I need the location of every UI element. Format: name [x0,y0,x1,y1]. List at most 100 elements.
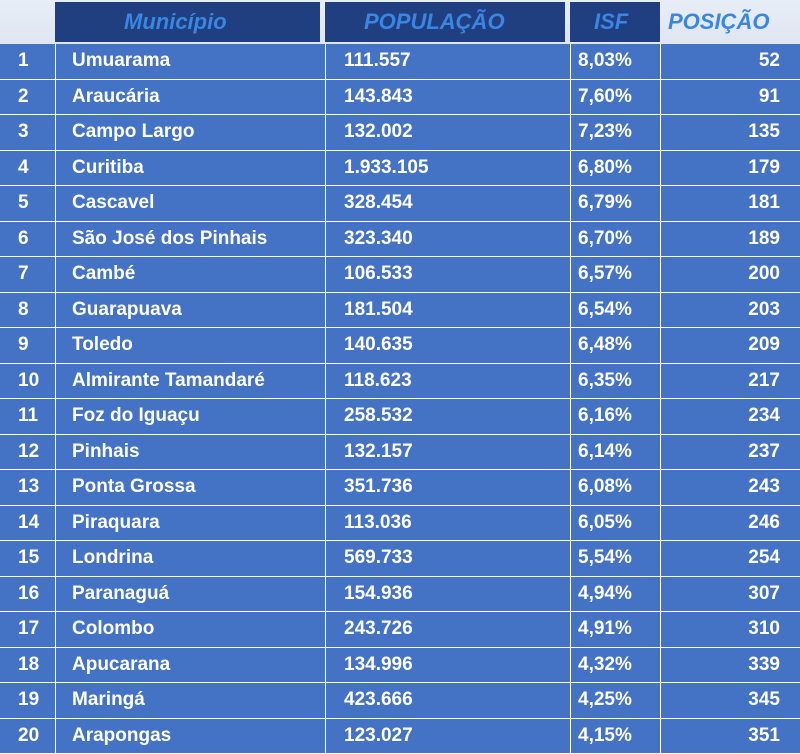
header-posicao: POSIÇÃO [668,9,770,34]
isf-cell: 8,03% [578,50,632,71]
posicao-cell: 246 [748,511,780,533]
populacao-cell: 123.027 [344,724,413,746]
table-row: 14 Piraquara 113.036 6,05% 246 [0,505,800,541]
municipio-cell: Almirante Tamandaré [72,369,265,391]
table-row: 18 Apucarana 134.996 4,32% 339 [0,647,800,683]
table-row: 16 Paranaguá 154.936 4,94% 307 [0,576,800,612]
municipio-cell: Foz do Iguaçu [72,405,200,426]
rank-cell: 19 [18,689,40,710]
populacao-cell: 258.532 [344,405,413,426]
table-row: 20 Arapongas 123.027 4,15% 351 [0,718,800,754]
isf-cell: 6,08% [578,476,632,497]
municipio-cell: Apucarana [72,653,171,675]
rank-cell: 11 [18,405,39,426]
rank-cell: 12 [18,440,40,462]
posicao-cell: 203 [748,298,780,320]
table-row: 7 Cambé 106.533 6,57% 200 [0,257,800,293]
rank-cell: 2 [18,85,29,107]
populacao-cell: 351.736 [344,476,413,497]
table-row: 3 Campo Largo 132.002 7,23% 135 [0,115,800,151]
municipio-cell: Cascavel [72,192,155,213]
rank-cell: 20 [18,724,40,746]
table-row: 11 Foz do Iguaçu 258.532 6,16% 234 [0,399,800,435]
isf-cell: 4,94% [578,582,632,604]
header-municipio: Município [124,9,227,34]
municipio-cell: Londrina [72,547,154,568]
populacao-cell: 134.996 [344,653,413,675]
isf-cell: 5,54% [578,547,632,568]
rank-cell: 8 [18,298,29,320]
municipio-cell: Arapongas [72,724,172,746]
posicao-cell: 339 [748,653,780,675]
populacao-cell: 118.623 [344,369,412,391]
rank-cell: 17 [18,618,40,639]
municipio-cell: Guarapuava [72,298,182,320]
populacao-cell: 111.557 [344,50,411,71]
posicao-cell: 181 [748,192,780,213]
posicao-cell: 52 [758,50,780,71]
isf-cell: 6,05% [578,511,632,533]
municipio-cell: Araucária [72,85,160,107]
posicao-cell: 209 [748,334,780,355]
rank-cell: 18 [18,653,40,675]
populacao-cell: 132.157 [344,440,413,462]
isf-cell: 6,35% [578,369,632,391]
isf-cell: 4,91% [578,618,632,639]
posicao-cell: 237 [748,440,780,462]
column-divider [325,44,326,754]
table-row: 10 Almirante Tamandaré 118.623 6,35% 217 [0,363,800,399]
posicao-cell: 310 [748,618,780,639]
populacao-cell: 106.533 [344,263,413,284]
posicao-cell: 351 [748,724,780,746]
posicao-cell: 217 [748,369,780,391]
header-populacao: POPULAÇÃO [364,9,505,34]
rank-cell: 4 [18,156,29,178]
posicao-cell: 179 [748,156,780,178]
table-row: 1 Umuarama 111.557 8,03% 52 [0,44,800,80]
table-row: 13 Ponta Grossa 351.736 6,08% 243 [0,470,800,506]
municipio-cell: Ponta Grossa [72,476,196,497]
rank-cell: 14 [18,511,40,533]
column-divider [55,44,56,754]
municipio-cell: Toledo [72,334,133,355]
posicao-cell: 254 [748,547,780,568]
isf-cell: 7,60% [578,85,632,107]
posicao-cell: 307 [748,582,780,604]
header-box-municipio [55,2,320,42]
isf-cell: 6,80% [578,156,632,178]
municipio-cell: Umuarama [72,50,171,71]
rank-cell: 3 [18,121,29,142]
table-row: 6 São José dos Pinhais 323.340 6,70% 189 [0,221,800,257]
municipio-cell: Maringá [72,689,145,710]
municipio-cell: Campo Largo [72,121,195,142]
header-box-populacao [325,2,565,42]
rank-cell: 15 [18,547,40,568]
populacao-cell: 243.726 [344,618,413,639]
table-row: 4 Curitiba 1.933.105 6,80% 179 [0,150,800,186]
posicao-cell: 189 [748,227,780,249]
populacao-cell: 113.036 [344,511,412,533]
populacao-cell: 154.936 [344,582,413,604]
municipio-cell: São José dos Pinhais [72,227,268,249]
municipio-cell: Pinhais [72,440,140,462]
table-row: 19 Maringá 423.666 4,25% 345 [0,683,800,719]
isf-cell: 6,16% [578,405,632,426]
column-divider [570,44,571,754]
populacao-cell: 132.002 [344,121,413,142]
municipio-cell: Cambé [72,263,136,284]
municipio-cell: Curitiba [72,156,144,178]
posicao-cell: 345 [748,689,780,710]
table-row: 12 Pinhais 132.157 6,14% 237 [0,434,800,470]
table-row: 15 Londrina 569.733 5,54% 254 [0,541,800,577]
populacao-cell: 323.340 [344,227,413,249]
rank-cell: 13 [18,476,40,497]
rank-cell: 6 [18,227,29,249]
isf-cell: 6,79% [578,192,632,213]
posicao-cell: 200 [748,263,780,284]
rank-cell: 16 [18,582,40,604]
table-row: 5 Cascavel 328.454 6,79% 181 [0,186,800,222]
header-isf: ISF [594,9,629,34]
municipio-cell: Colombo [72,618,155,639]
rank-cell: 1 [18,50,29,71]
